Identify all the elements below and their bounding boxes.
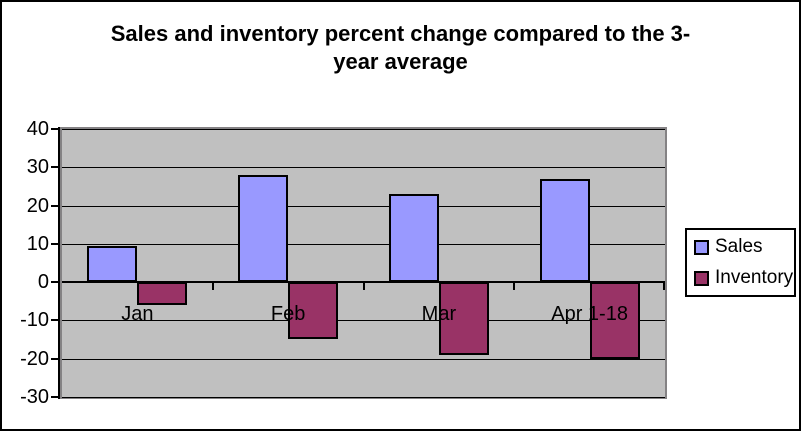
y-tick-label-40: 40 (26, 118, 49, 140)
gridline-40 (62, 128, 665, 130)
y-tick-label-10: 10 (26, 232, 49, 255)
legend-entry-inventory: Inventory (694, 267, 794, 289)
y-tick-mark (51, 166, 58, 169)
category-label-feb: Feb (270, 303, 306, 326)
bar-inventory-feb (288, 282, 339, 340)
gridline-20 (62, 205, 665, 207)
gridline--10 (62, 319, 665, 321)
y-tick-mark (51, 396, 58, 398)
y-tick-mark (51, 204, 58, 207)
bar-inventory-mar (438, 282, 489, 355)
y-tick-label--10: -10 (20, 309, 49, 332)
y-tick-mark (51, 128, 58, 130)
legend-entry-sales: Sales (694, 236, 794, 258)
y-tick-mark (51, 319, 58, 322)
category-label-mar: Mar (421, 303, 457, 326)
plot-area: Jan Feb Mar Apr 1-18 (60, 127, 667, 399)
chart-title-line1: Sales and inventory percent change compa… (110, 21, 691, 46)
y-tick-label-20: 20 (26, 194, 49, 217)
x-axis-tick (362, 283, 365, 291)
category-label-apr-1-18: Apr 1-18 (551, 303, 628, 326)
bar-sales-feb (238, 174, 289, 283)
inventory-legend-label: Inventory (715, 267, 794, 288)
sales-legend-label: Sales (715, 236, 763, 257)
bar-sales-apr-1-18 (539, 178, 590, 283)
bar-sales-jan (87, 245, 138, 283)
legend: Sales Inventory (685, 228, 796, 297)
sales-legend-swatch-icon (694, 239, 709, 255)
chart-title-line2: year average (333, 49, 468, 74)
y-tick-mark (51, 242, 58, 245)
bar-sales-mar (388, 194, 439, 283)
y-tick-label-0: 0 (37, 271, 49, 294)
category-label-jan: Jan (121, 303, 154, 326)
x-axis-tick (663, 283, 665, 291)
gridline--20 (62, 358, 665, 360)
gridline-30 (62, 166, 665, 168)
y-tick-mark (51, 357, 58, 360)
gridline--30 (62, 396, 665, 398)
x-axis-tick (513, 283, 516, 291)
y-tick-mark (51, 281, 58, 284)
bar-inventory-apr-1-18 (589, 282, 640, 359)
bar-inventory-jan (137, 282, 188, 306)
y-tick-label-30: 30 (26, 156, 49, 179)
inventory-legend-swatch-icon (694, 270, 709, 286)
y-tick-label--30: -30 (20, 386, 49, 408)
x-axis-line (62, 281, 665, 284)
chart-title: Sales and inventory percent change compa… (2, 20, 799, 76)
gridline-10 (62, 243, 665, 245)
y-axis-line (58, 127, 60, 399)
y-tick-label--20: -20 (20, 347, 49, 370)
x-axis-tick (211, 283, 214, 291)
